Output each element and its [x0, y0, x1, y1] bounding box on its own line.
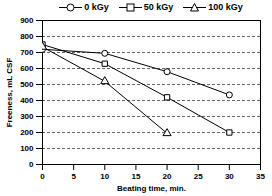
svg-text:100: 100 [20, 144, 34, 153]
svg-text:300: 300 [20, 112, 34, 121]
svg-text:500: 500 [20, 80, 34, 89]
svg-text:0: 0 [40, 172, 45, 181]
svg-text:20: 20 [163, 172, 172, 181]
svg-text:0: 0 [29, 160, 34, 169]
html-text:0 kGy: 0 kGy [84, 2, 109, 12]
svg-text:600: 600 [20, 64, 34, 73]
svg-text:900: 900 [20, 16, 34, 25]
svg-text:400: 400 [20, 96, 34, 105]
svg-text:Beating time, min.: Beating time, min. [117, 184, 186, 193]
svg-text:15: 15 [131, 172, 140, 181]
svg-text:25: 25 [194, 172, 203, 181]
svg-text:800: 800 [20, 32, 34, 41]
svg-text:35: 35 [256, 172, 265, 181]
svg-text:30: 30 [225, 172, 234, 181]
svg-text:Freeness, mL CSF: Freeness, mL CSF [5, 58, 14, 128]
html-text:50 kGy: 50 kGy [143, 2, 174, 12]
svg-text:10: 10 [100, 172, 109, 181]
svg-text:5: 5 [71, 172, 76, 181]
svg-text:700: 700 [20, 48, 34, 57]
svg-text:200: 200 [20, 128, 34, 137]
html-text:100 kGy: 100 kGy [208, 2, 243, 12]
